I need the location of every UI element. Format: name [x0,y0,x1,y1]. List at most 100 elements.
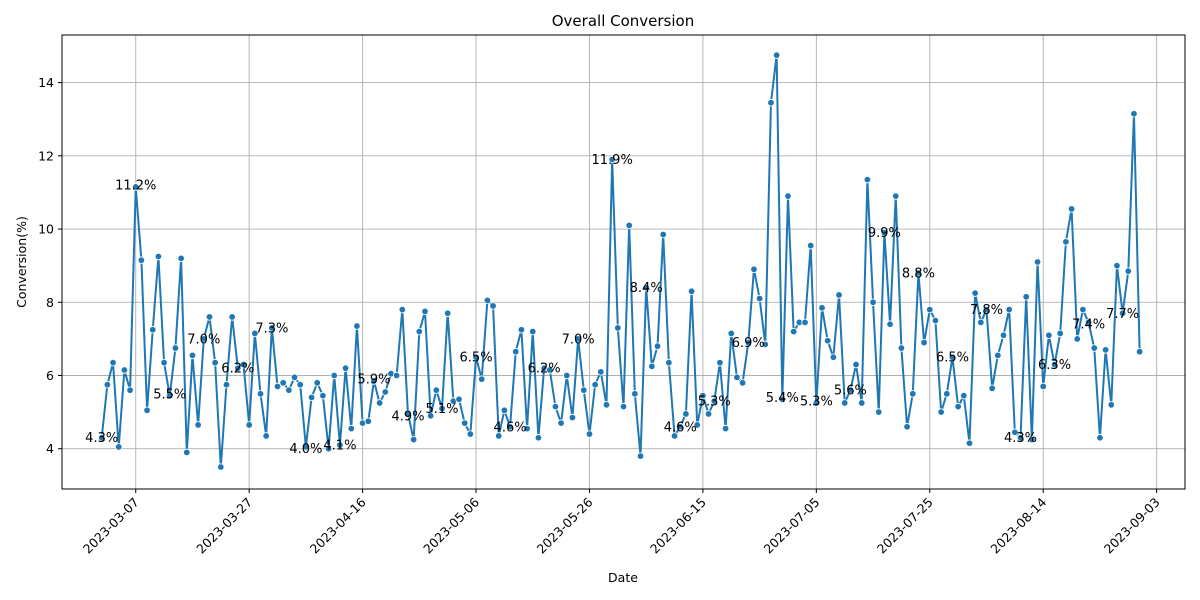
data-label: 6.9% [732,336,765,351]
data-point [892,192,900,200]
data-point [1045,331,1053,339]
data-point [619,402,628,411]
data-point [835,291,843,299]
data-point [426,412,435,420]
x-tick-label: 2023-08-14 [987,494,1049,556]
data-point [143,406,151,414]
data-point [273,382,282,391]
data-point [149,326,157,334]
data-point [727,329,735,338]
data-point [1084,318,1093,327]
data-label: 6.3% [1038,358,1071,373]
data-point [767,99,775,107]
data-point [778,395,787,403]
data-point [512,348,520,356]
data-point [341,364,350,372]
data-point [194,421,202,429]
data-point [914,269,923,277]
data-point [268,324,276,332]
data-label: 4.0% [289,442,322,457]
y-tick-label: 4 [46,441,54,456]
data-point [869,298,877,306]
data-point [738,379,747,387]
data-point [829,353,838,361]
data-point [704,410,713,418]
data-label: 11.2% [115,179,156,194]
data-point [750,265,758,274]
data-label: 7.0% [187,332,220,347]
data-point [375,399,384,407]
data-point [103,380,112,389]
data-point [171,344,180,352]
data-point [205,313,214,321]
data-point [846,386,855,394]
data-point [296,380,304,389]
data-point [336,441,344,449]
x-tick-label: 2023-03-07 [80,495,142,557]
data-point [602,401,611,409]
data-point [432,386,441,394]
data-point [1090,344,1098,352]
data-point [546,366,554,374]
data-point [665,358,673,367]
data-point [347,424,355,433]
data-point [693,421,701,429]
data-point [183,448,191,457]
data-label: 6.5% [936,351,969,366]
data-point [534,434,543,442]
data-point [687,287,696,295]
data-point [965,439,974,447]
data-point [625,221,633,230]
data-point [262,432,270,440]
data-point [1028,435,1036,444]
data-point [160,358,168,367]
data-point [858,399,866,407]
data-point [999,331,1008,339]
data-label: 5.9% [357,373,390,388]
x-tick-label: 2023-03-27 [193,495,255,557]
data-point [1073,335,1081,343]
data-point [472,353,480,361]
data-point [443,309,452,317]
data-point [614,324,622,332]
data-label: 5.6% [834,384,867,399]
data-label: 6.2% [221,362,254,377]
data-point [988,384,996,393]
data-point [460,419,469,427]
data-point [812,399,821,407]
data-point [154,252,163,261]
data-point [653,342,662,350]
data-point [1016,434,1025,442]
data-point [330,371,338,380]
data-point [1113,261,1121,270]
data-point [177,254,185,263]
data-label: 4.3% [85,431,118,446]
data-label: 5.3% [698,395,731,410]
data-point [744,338,752,347]
data-point [1101,346,1110,354]
data-point [789,327,798,336]
data-label: 4.6% [494,420,527,435]
data-point [120,366,129,374]
data-point [115,443,123,451]
data-point [279,379,287,387]
x-tick-label: 2023-05-26 [534,494,596,556]
data-point [806,241,815,250]
data-point [302,443,310,451]
data-label: 4.3% [1004,431,1037,446]
data-label: 5.5% [153,387,186,402]
data-point [563,371,571,380]
data-point [636,452,645,460]
data-point [466,430,475,438]
data-label: 8.4% [630,281,663,296]
data-point [455,395,463,403]
data-point [1033,258,1042,266]
data-point [1005,305,1013,314]
data-point [483,296,492,305]
data-label: 7.3% [255,321,288,336]
chart-title: Overall Conversion [552,12,694,30]
data-label: 11.9% [592,153,633,168]
data-point [608,155,616,164]
data-point [381,388,389,396]
